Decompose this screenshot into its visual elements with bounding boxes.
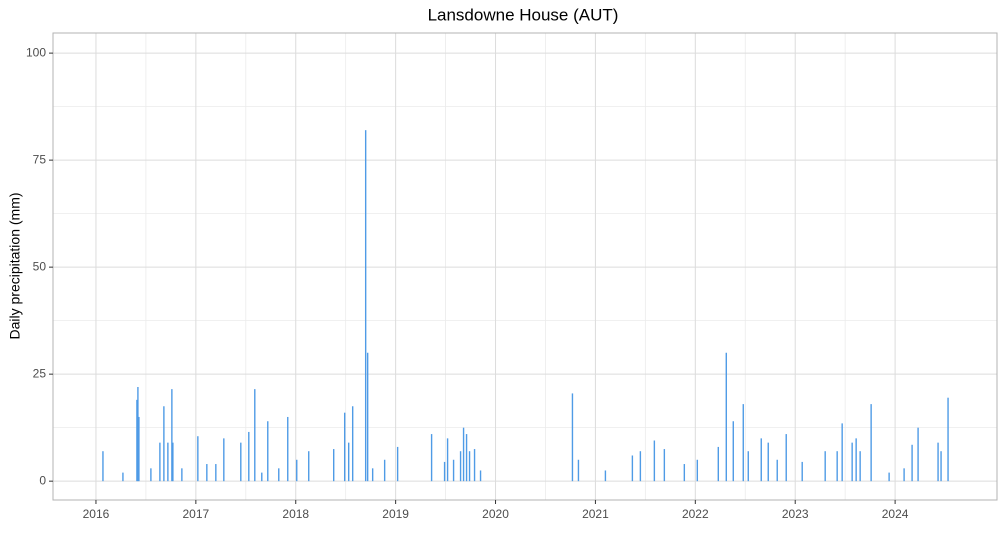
y-axis-label: Daily precipitation (mm): [7, 192, 23, 339]
bar: [785, 434, 787, 482]
marks: [102, 130, 949, 482]
bar: [343, 412, 346, 482]
bar: [364, 130, 367, 482]
bar: [855, 438, 857, 482]
bar: [452, 459, 455, 482]
x-tick-label: 2016: [83, 507, 110, 521]
panel-border: [52, 32, 998, 501]
bar: [308, 451, 310, 482]
grid: [53, 33, 997, 500]
bar: [261, 472, 263, 482]
bar: [240, 442, 242, 482]
bar: [138, 416, 140, 482]
bar: [577, 459, 580, 482]
bar: [760, 438, 762, 482]
bar: [663, 449, 666, 482]
bar: [296, 459, 298, 482]
bar: [732, 421, 734, 482]
bar: [696, 459, 699, 482]
bar: [604, 470, 607, 482]
bar: [683, 464, 686, 482]
bar: [937, 442, 939, 482]
chart-title: Lansdowne House (AUT): [428, 5, 619, 24]
y-tick-label: 0: [39, 473, 46, 487]
bar: [371, 468, 374, 482]
bar: [776, 459, 778, 482]
bar: [468, 451, 471, 482]
bar: [479, 470, 482, 482]
y-tick-label: 75: [33, 152, 47, 166]
x-tick-label: 2017: [182, 507, 209, 521]
bar: [888, 472, 890, 482]
bar: [917, 427, 919, 482]
y-tick-label: 100: [26, 45, 46, 59]
x-tick-label: 2022: [682, 507, 709, 521]
bar: [351, 406, 354, 482]
bar: [473, 449, 476, 482]
bar: [287, 416, 289, 482]
bar: [851, 442, 853, 482]
bar: [459, 451, 462, 482]
bar: [767, 442, 769, 482]
bar: [639, 451, 642, 482]
bar: [248, 431, 250, 482]
bar: [267, 421, 269, 482]
bar: [396, 446, 399, 482]
bar: [940, 451, 942, 482]
bar: [443, 461, 446, 482]
bar: [462, 427, 465, 482]
bar: [911, 444, 913, 482]
bar: [947, 397, 949, 482]
bar: [333, 449, 335, 482]
bar: [278, 468, 280, 482]
bar: [171, 389, 173, 482]
bar: [859, 451, 861, 482]
bar: [383, 459, 386, 482]
bar: [653, 440, 656, 482]
x-tick-label: 2023: [782, 507, 809, 521]
bar: [824, 451, 826, 482]
bar: [465, 434, 468, 482]
bar: [197, 436, 199, 482]
bar: [163, 406, 165, 482]
bar: [430, 434, 433, 482]
bar: [137, 386, 139, 482]
bar: [215, 464, 217, 482]
x-tick-label: 2020: [482, 507, 509, 521]
bar: [254, 389, 256, 482]
bar: [801, 461, 803, 482]
bar: [150, 468, 152, 482]
bar: [122, 472, 124, 482]
y-tick-label: 50: [33, 259, 47, 273]
bar: [725, 352, 727, 482]
bar: [366, 352, 369, 482]
bar: [571, 393, 574, 482]
bar: [717, 446, 719, 482]
bar: [102, 451, 104, 482]
x-tick-label: 2019: [382, 507, 409, 521]
bar: [172, 442, 174, 482]
x-tick-label: 2018: [282, 507, 309, 521]
bar: [136, 399, 138, 482]
bar: [206, 464, 208, 482]
bar: [167, 442, 169, 482]
x-tick-label: 2021: [582, 507, 609, 521]
bar: [742, 404, 744, 482]
bar: [870, 404, 872, 482]
bar: [446, 438, 449, 482]
bar: [747, 451, 749, 482]
bar: [631, 455, 634, 482]
bar: [903, 468, 905, 482]
x-tick-label: 2024: [882, 507, 909, 521]
bar: [347, 442, 350, 482]
bar: [841, 423, 843, 482]
bar: [159, 442, 161, 482]
bar: [836, 451, 838, 482]
y-tick-label: 25: [33, 366, 47, 380]
bar: [181, 468, 183, 482]
bar: [223, 438, 225, 482]
